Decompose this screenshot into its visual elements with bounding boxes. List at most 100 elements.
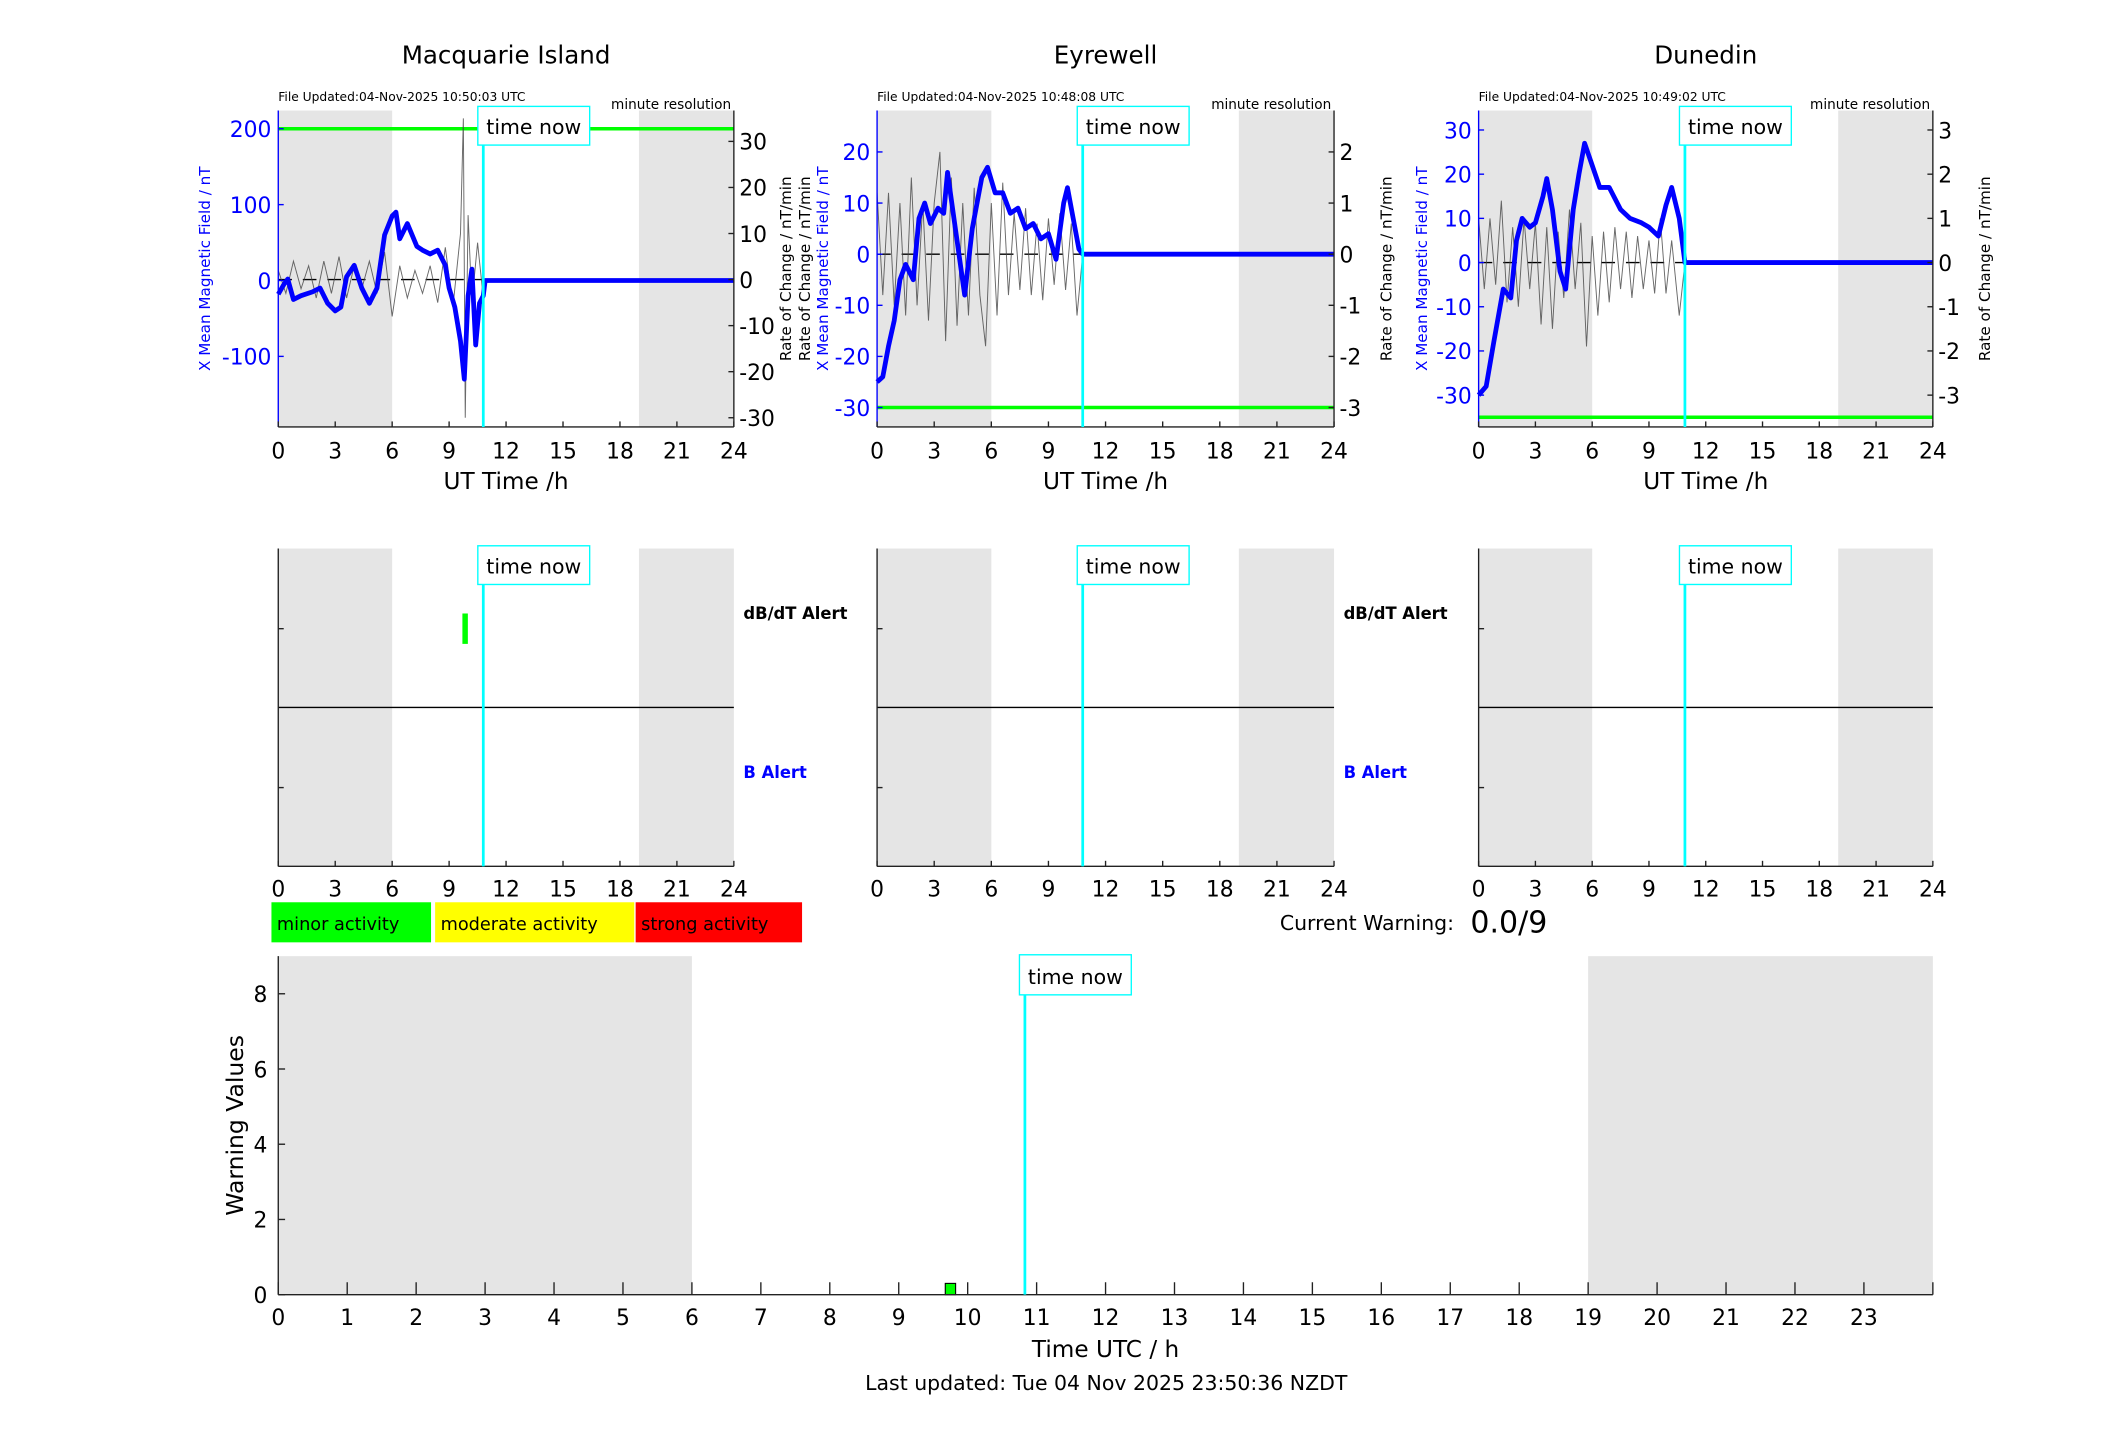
resolution-text: minute resolution — [611, 97, 731, 113]
x-tick-label: 21 — [1263, 440, 1291, 465]
file-updated-text: File Updated:04-Nov-2025 10:49:02 UTC — [1479, 90, 1726, 104]
right-tick-label: 2 — [1938, 163, 1952, 188]
x-tick-label: 24 — [720, 878, 748, 903]
time-now-label: time now — [1028, 965, 1123, 989]
right-tick-label: 0 — [1938, 252, 1952, 277]
file-updated-text: File Updated:04-Nov-2025 10:50:03 UTC — [278, 90, 525, 104]
x-tick-label: 22 — [1781, 1306, 1809, 1331]
magnetic-field-series — [875, 164, 1335, 384]
x-tick-label: 17 — [1436, 1306, 1464, 1331]
time-now-label: time now — [1086, 115, 1181, 139]
right-tick-label: -2 — [1938, 340, 1960, 365]
x-tick-label: 6 — [1585, 878, 1599, 903]
left-axis-label: X Mean Magnetic Field / nT — [814, 166, 832, 371]
x-tick-label: 0 — [1472, 878, 1486, 903]
x-tick-label: 3 — [927, 440, 941, 465]
night-band — [1478, 110, 1593, 427]
right-axis-label: Rate of Change / nT/min — [1976, 176, 1994, 361]
right-tick-label: 0 — [739, 269, 753, 294]
left-tick-label: 0 — [856, 243, 870, 268]
left-tick-label: 20 — [843, 141, 871, 166]
right-tick-label: 1 — [1339, 192, 1353, 217]
x-tick-label: 0 — [870, 440, 884, 465]
x-tick-label: 18 — [606, 878, 634, 903]
alert-panel-0: 0 3 6 9 12 15 18 21 24 dB/dT Alert B Alert time now — [271, 545, 848, 903]
x-tick-label: 15 — [1299, 1306, 1327, 1331]
right-tick-label: 10 — [739, 223, 767, 248]
time-now-box — [1678, 545, 1792, 586]
y-tick-label: 2 — [253, 1209, 267, 1234]
time-now-box — [1076, 105, 1190, 146]
legend-label: strong activity — [641, 914, 769, 935]
x-tick-label: 1 — [340, 1306, 354, 1331]
x-axis-label: UT Time /h — [444, 467, 569, 495]
x-tick-label: 18 — [1206, 878, 1234, 903]
x-tick-label: 3 — [478, 1306, 492, 1331]
dbdt-alert-label: dB/dT Alert — [1344, 604, 1448, 623]
x-tick-label: 24 — [720, 440, 748, 465]
x-axis-label: UT Time /h — [1043, 467, 1168, 495]
x-tick-label: 15 — [549, 440, 577, 465]
time-now-box — [477, 105, 591, 146]
x-tick-label: 14 — [1230, 1306, 1258, 1331]
time-now-label: time now — [1688, 115, 1783, 139]
right-axis-label: Rate of Change / nT/min — [1377, 176, 1395, 361]
right-tick-label: -3 — [1339, 397, 1361, 422]
right-tick-label: -1 — [1938, 296, 1960, 321]
x-tick-label: 12 — [1692, 440, 1720, 465]
night-band — [1838, 110, 1933, 427]
night-band — [278, 956, 692, 1295]
x-tick-label: 3 — [1528, 440, 1542, 465]
x-tick-label: 23 — [1850, 1306, 1878, 1331]
x-tick-label: 18 — [1505, 1306, 1533, 1331]
right-tick-label: 20 — [739, 177, 767, 202]
x-tick-label: 0 — [271, 1306, 285, 1331]
x-tick-label: 15 — [549, 878, 577, 903]
x-tick-label: 18 — [1805, 878, 1833, 903]
y-tick-label: 8 — [253, 983, 267, 1008]
legend-swatch — [271, 902, 432, 943]
x-tick-label: 9 — [442, 878, 456, 903]
x-tick-label: 3 — [328, 878, 342, 903]
x-tick-label: 21 — [663, 440, 691, 465]
station-panel-1: Eyrewell File Updated:04-Nov-2025 10:48:0… — [796, 40, 1395, 495]
x-tick-label: 12 — [492, 440, 520, 465]
left-tick-label: 100 — [230, 194, 272, 219]
rate-of-change-series — [876, 151, 1335, 347]
rate-of-change-series — [1478, 200, 1933, 347]
x-tick-label: 20 — [1643, 1306, 1671, 1331]
x-tick-label: 16 — [1367, 1306, 1395, 1331]
time-now-box — [1018, 954, 1132, 996]
left-tick-label: -30 — [835, 397, 871, 422]
right-tick-label: 30 — [739, 131, 767, 156]
legend-label: minor activity — [277, 914, 400, 935]
x-tick-label: 9 — [1642, 440, 1656, 465]
x-tick-label: 3 — [927, 878, 941, 903]
station-title: Dunedin — [1654, 40, 1757, 69]
left-tick-label: 10 — [843, 192, 871, 217]
footer-last-updated: Last updated: Tue 04 Nov 2025 23:50:36 N… — [865, 1371, 1348, 1395]
station-panel-2: Dunedin File Updated:04-Nov-2025 10:49:02… — [1413, 40, 1994, 495]
x-tick-label: 0 — [271, 440, 285, 465]
x-tick-label: 21 — [1712, 1306, 1740, 1331]
x-tick-label: 24 — [1320, 878, 1348, 903]
night-band — [1238, 110, 1335, 427]
x-tick-label: 4 — [547, 1306, 561, 1331]
x-tick-label: 18 — [1805, 440, 1833, 465]
left-tick-label: -30 — [1436, 384, 1472, 409]
x-tick-label: 12 — [492, 878, 520, 903]
left-tick-label: 0 — [258, 270, 272, 295]
x-tick-label: 6 — [984, 440, 998, 465]
x-tick-label: 12 — [1092, 878, 1120, 903]
x-tick-label: 24 — [1919, 440, 1947, 465]
y-axis-label: Warning Values — [221, 1035, 249, 1216]
rate-of-change-series — [277, 118, 734, 418]
x-tick-label: 24 — [1919, 878, 1947, 903]
right-tick-label: -2 — [1339, 346, 1361, 371]
x-tick-label: 8 — [823, 1306, 837, 1331]
x-axis-label: Time UTC / h — [1031, 1335, 1179, 1363]
x-tick-label: 24 — [1320, 440, 1348, 465]
x-tick-label: 9 — [442, 440, 456, 465]
night-band — [1588, 956, 1933, 1295]
right-tick-label: -3 — [1938, 384, 1960, 409]
